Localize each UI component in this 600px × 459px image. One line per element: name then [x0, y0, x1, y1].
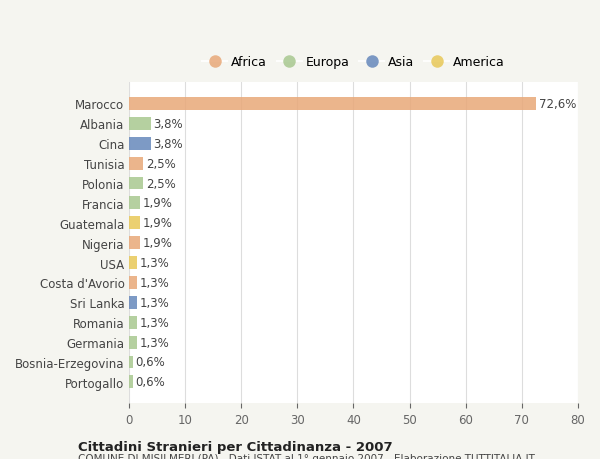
Text: 0,6%: 0,6% [136, 375, 165, 388]
Text: COMUNE DI MISILMERI (PA) - Dati ISTAT al 1° gennaio 2007 - Elaborazione TUTTITAL: COMUNE DI MISILMERI (PA) - Dati ISTAT al… [78, 453, 535, 459]
Bar [130, 375, 133, 388]
Text: 1,3%: 1,3% [139, 257, 169, 269]
Text: 1,3%: 1,3% [139, 336, 169, 349]
Bar [130, 237, 140, 250]
Legend: Africa, Europa, Asia, America: Africa, Europa, Asia, America [197, 51, 510, 74]
Text: 1,9%: 1,9% [143, 237, 173, 250]
Text: 1,9%: 1,9% [143, 197, 173, 210]
Bar [130, 356, 133, 369]
Text: Cittadini Stranieri per Cittadinanza - 2007: Cittadini Stranieri per Cittadinanza - 2… [78, 440, 392, 453]
Bar [130, 316, 137, 329]
Text: 1,3%: 1,3% [139, 296, 169, 309]
Text: 3,8%: 3,8% [154, 118, 183, 130]
Text: 72,6%: 72,6% [539, 98, 577, 111]
Bar [130, 177, 143, 190]
Bar [130, 276, 137, 289]
Bar [130, 157, 143, 170]
Bar [130, 138, 151, 151]
Text: 3,8%: 3,8% [154, 137, 183, 151]
Bar [130, 118, 151, 130]
Text: 1,3%: 1,3% [139, 316, 169, 329]
Text: 1,9%: 1,9% [143, 217, 173, 230]
Bar [130, 257, 137, 269]
Bar [130, 296, 137, 309]
Text: 1,3%: 1,3% [139, 276, 169, 289]
Text: 2,5%: 2,5% [146, 177, 176, 190]
Bar [130, 217, 140, 230]
Text: 0,6%: 0,6% [136, 356, 165, 369]
Bar [130, 336, 137, 349]
Bar [130, 98, 536, 111]
Bar [130, 197, 140, 210]
Text: 2,5%: 2,5% [146, 157, 176, 170]
